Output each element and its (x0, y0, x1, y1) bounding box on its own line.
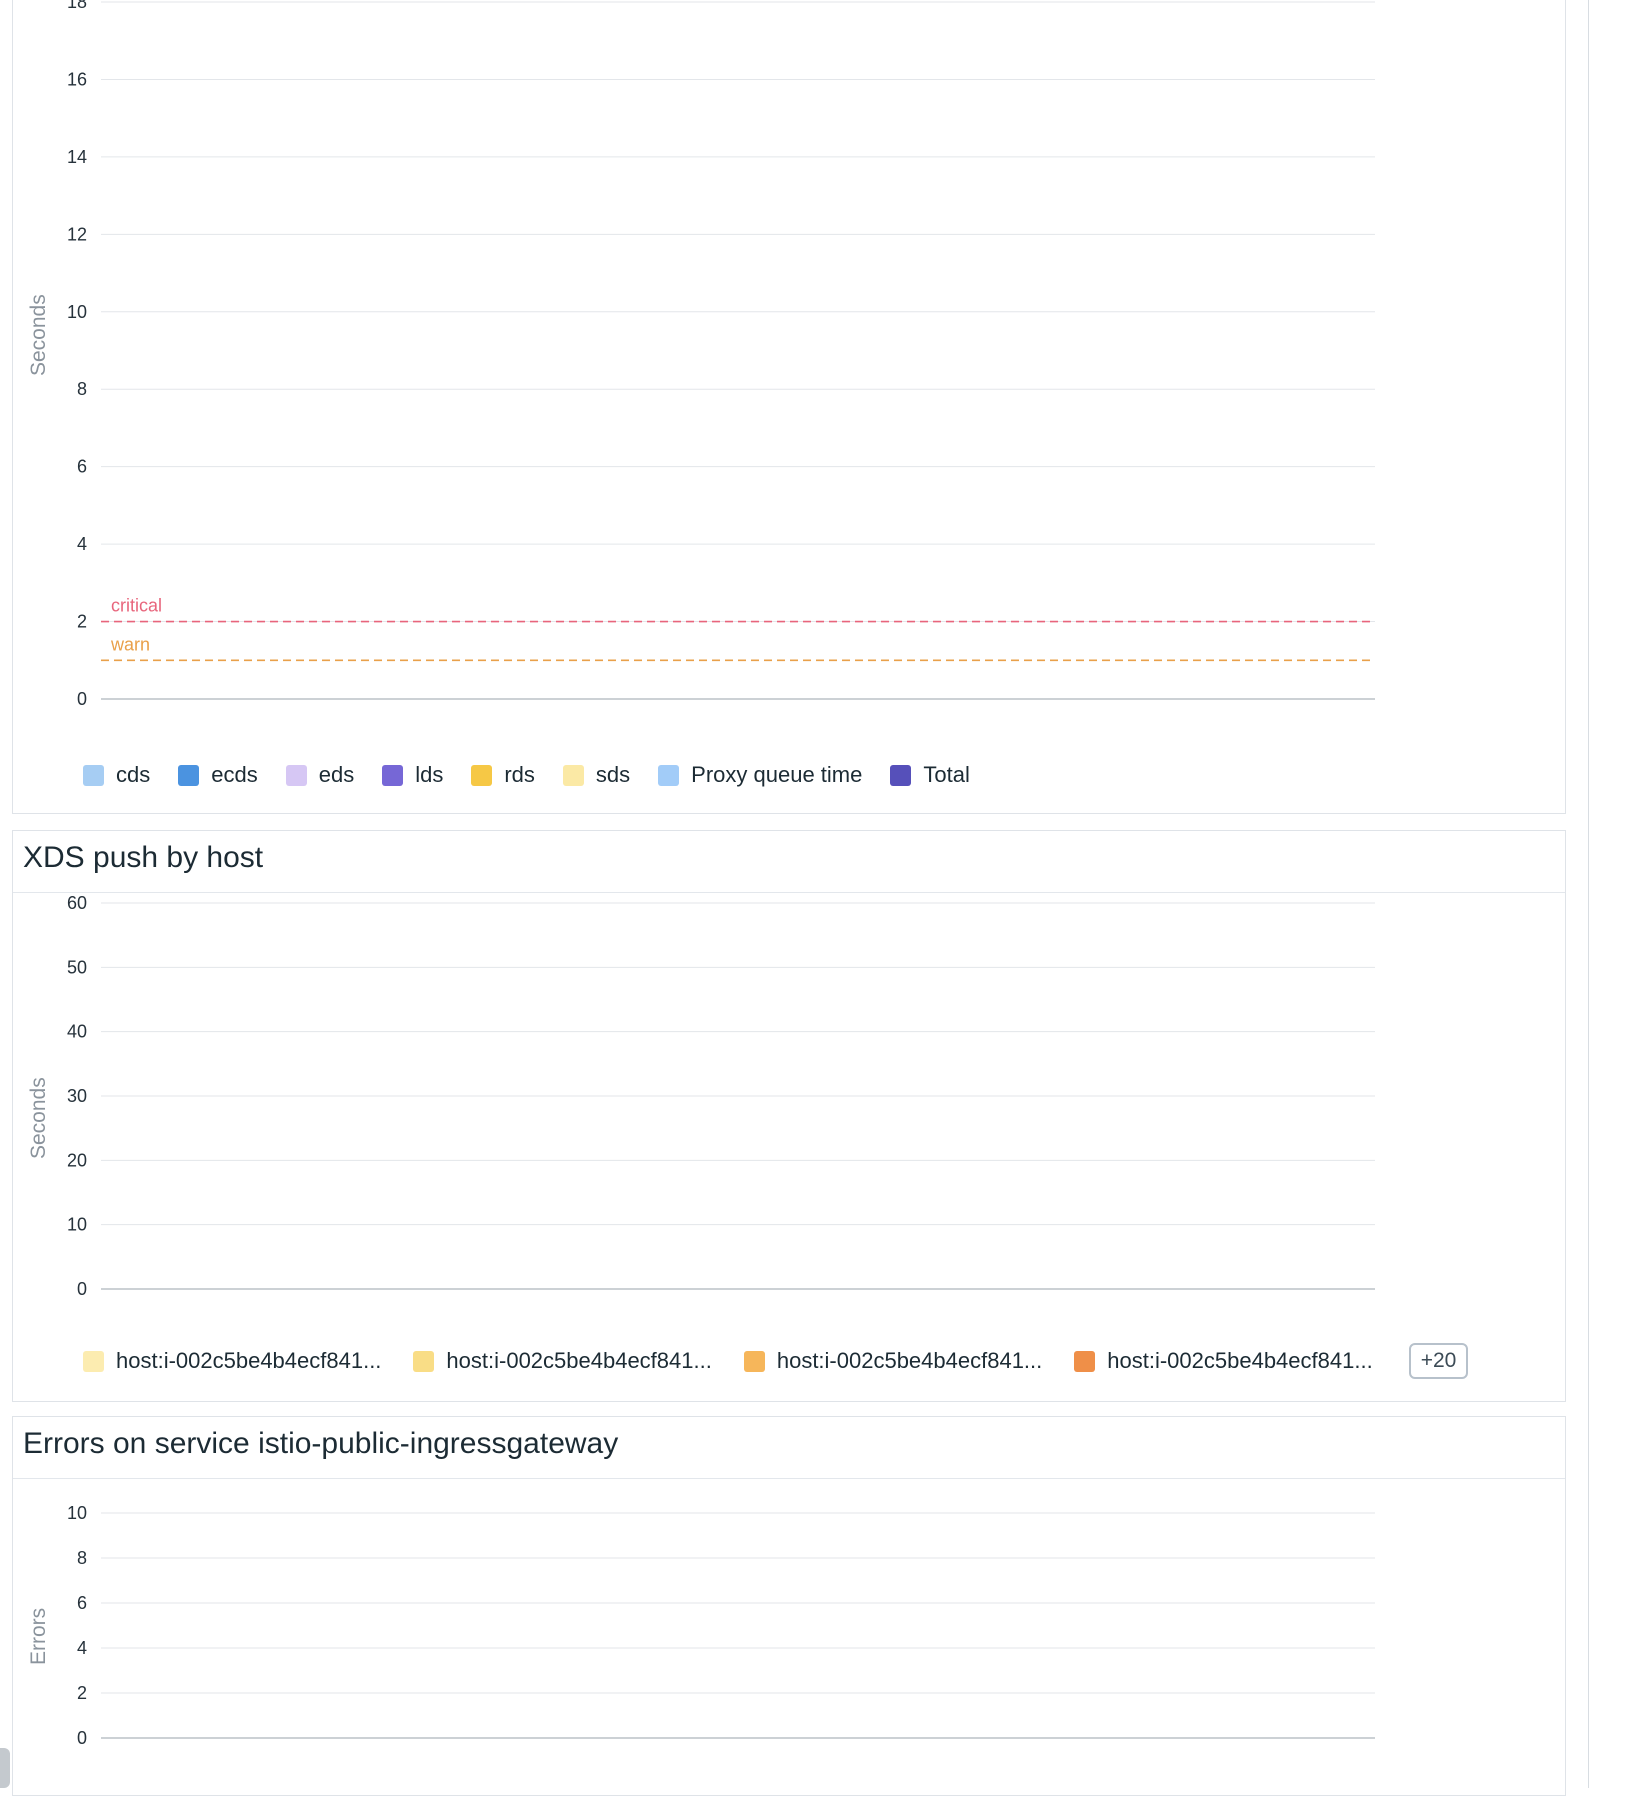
legend-item[interactable]: host:i-002c5be4b4ecf841... (743, 1348, 1043, 1374)
push-latency-panel: Seconds 02468101214161814:3314:3414:3514… (12, 0, 1566, 814)
more-legend-button[interactable]: +20 (1408, 1343, 1469, 1379)
y-tick-label: 50 (67, 957, 87, 977)
y-tick-label: 12 (67, 224, 87, 244)
legend-swatch (83, 764, 104, 786)
legend-swatch (658, 764, 680, 786)
xds-push-legend: host:i-002c5be4b4ecf841... host:i-002c5be… (83, 1343, 1469, 1379)
y-tick-label: 2 (77, 612, 87, 632)
y-tick-label: 0 (77, 689, 87, 709)
y-tick-label: 4 (77, 1638, 87, 1658)
legend-item[interactable]: Proxy queue time (658, 762, 862, 788)
legend-item[interactable]: host:i-002c5be4b4ecf841... (83, 1348, 381, 1374)
legend-swatch (83, 1350, 104, 1372)
y-tick-label: 0 (77, 1279, 87, 1299)
legend-item[interactable]: ecds (178, 762, 258, 788)
y-tick-label: 10 (67, 1215, 87, 1235)
legend-label: ecds (211, 762, 258, 787)
y-tick-label: 4 (77, 534, 87, 554)
y-tick-label: 10 (67, 1503, 87, 1523)
y-tick-label: 60 (67, 893, 87, 913)
legend-label: cds (116, 762, 151, 787)
y-tick-label: 16 (67, 69, 87, 89)
threshold-label: warn (110, 634, 150, 654)
legend-label: eds (318, 762, 355, 787)
legend-item[interactable]: lds (382, 762, 443, 788)
title-divider (13, 892, 1565, 893)
legend-item[interactable]: host:i-002c5be4b4ecf841... (413, 1348, 712, 1374)
title-divider (13, 1478, 1565, 1479)
legend-item[interactable]: host:i-002c5be4b4ecf841... (1074, 1348, 1373, 1374)
legend-label: Proxy queue time (691, 762, 863, 787)
push-latency-legend: cds ecds eds lds rds sds Proxy queue time Total (83, 762, 998, 788)
y-tick-label: 6 (77, 457, 87, 477)
legend-swatch (743, 1350, 765, 1372)
errors-ingress-panel: Errors on service istio-public-ingressga… (12, 1416, 1566, 1796)
legend-item[interactable]: Total (890, 762, 970, 788)
panel-title: Errors on service istio-public-ingressga… (23, 1427, 619, 1460)
y-tick-label: 40 (67, 1022, 87, 1042)
y-tick-label: 18 (67, 0, 87, 12)
panel-title: XDS push by host (23, 841, 264, 874)
legend-label: lds (415, 762, 444, 787)
threshold-label: critical (111, 596, 162, 616)
legend-label: host:i-002c5be4b4ecf841... (776, 1348, 1043, 1373)
y-tick-label: 8 (77, 1548, 87, 1568)
y-tick-label: 20 (67, 1150, 87, 1170)
legend-swatch (285, 764, 307, 786)
scrollbar-handle[interactable] (0, 1748, 10, 1788)
legend-item[interactable]: cds (83, 762, 150, 788)
legend-swatch (471, 764, 493, 786)
xds-push-chart[interactable]: 010203040506014:3314:3414:3514:3614:3714… (13, 831, 1567, 1341)
legend-item[interactable]: eds (285, 762, 355, 788)
y-tick-label: 0 (77, 1728, 87, 1748)
y-tick-label: 10 (67, 302, 87, 322)
legend-swatch (382, 764, 404, 786)
y-tick-label: 14 (67, 147, 87, 167)
right-rail (1588, 0, 1628, 1788)
legend-swatch (562, 764, 584, 786)
y-tick-label: 8 (77, 379, 87, 399)
legend-label: host:i-002c5be4b4ecf841... (446, 1348, 712, 1373)
y-tick-label: 2 (77, 1683, 87, 1703)
legend-label: Total (923, 762, 970, 787)
push-latency-chart[interactable]: 02468101214161814:3314:3414:3514:3614:37… (13, 0, 1567, 738)
y-tick-label: 6 (77, 1593, 87, 1613)
legend-item[interactable]: sds (562, 762, 631, 788)
legend-swatch (890, 764, 912, 786)
y-tick-label: 30 (67, 1086, 87, 1106)
legend-label: rds (504, 762, 535, 787)
legend-swatch (1074, 1350, 1096, 1372)
legend-swatch (178, 764, 200, 786)
errors-chart[interactable]: 024681014:3314:3414:3514:3614:3714:3814:… (13, 1417, 1567, 1789)
legend-item[interactable]: rds (471, 762, 535, 788)
legend-label: host:i-002c5be4b4ecf841... (116, 1348, 382, 1373)
legend-label: sds (595, 762, 631, 787)
legend-swatch (413, 1350, 435, 1372)
legend-label: host:i-002c5be4b4ecf841... (1107, 1348, 1373, 1373)
xds-push-by-host-panel: XDS push by host Seconds 010203040506014… (12, 830, 1566, 1402)
